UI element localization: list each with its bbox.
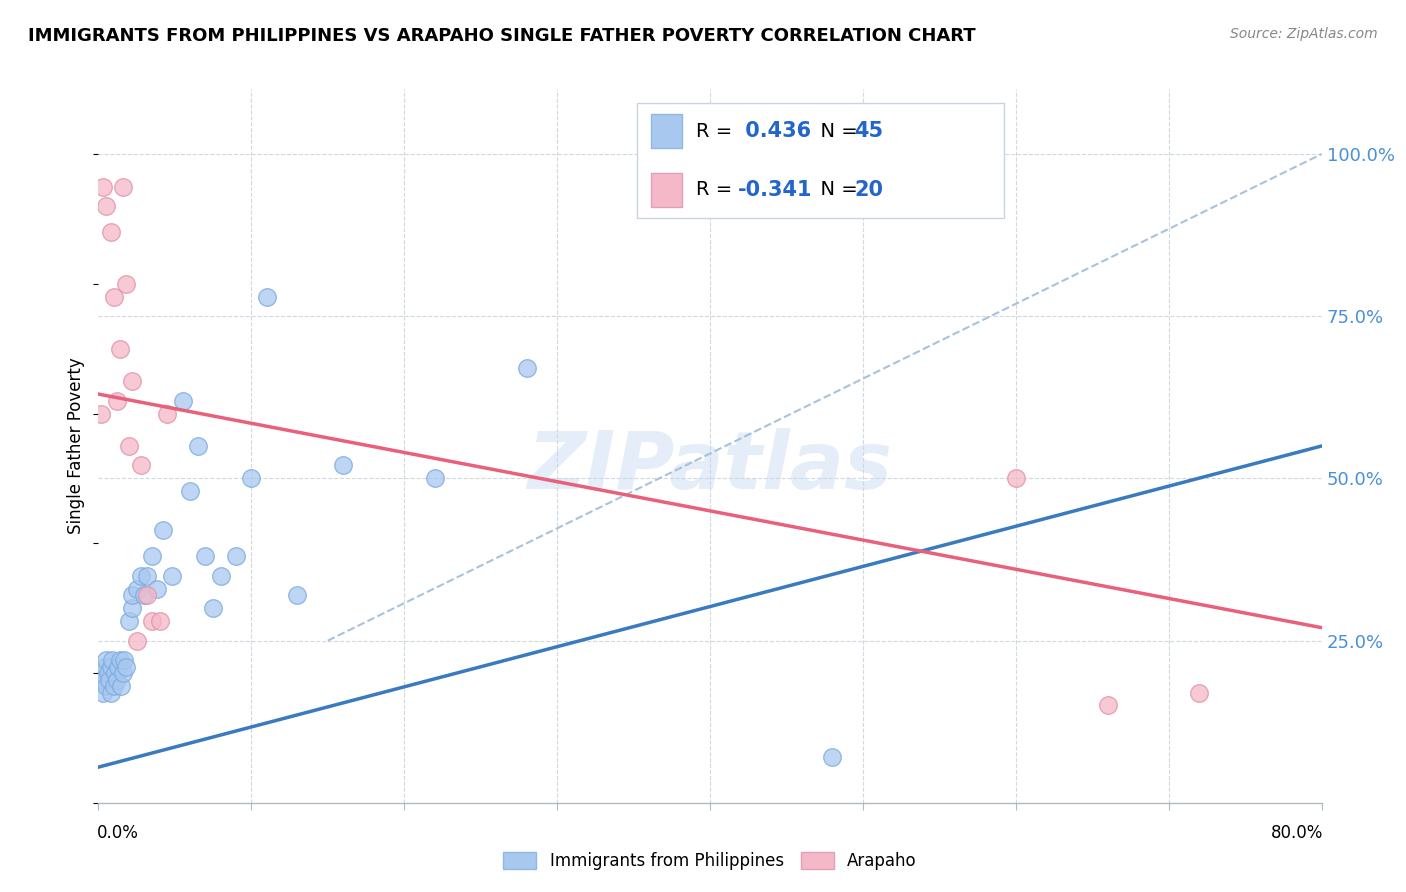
Text: 45: 45 [855,121,884,141]
Text: N =: N = [808,180,865,200]
Point [332,458,354,473]
Point [172,393,194,408]
Point [187,439,209,453]
Point [115,277,138,291]
Point [90,666,112,681]
Point [136,568,159,582]
Point [516,361,538,376]
Point [1004,471,1026,485]
Point [111,666,134,681]
Point [107,659,129,673]
Point [136,588,159,602]
Point [111,179,134,194]
Point [156,407,179,421]
Point [141,614,163,628]
Point [93,659,115,673]
Text: 80.0%: 80.0% [1271,824,1323,842]
Point [118,614,141,628]
Text: 0.0%: 0.0% [97,824,139,842]
Point [101,653,124,667]
Point [100,685,122,699]
Point [90,407,112,421]
Point [423,471,446,485]
Text: R =: R = [696,180,738,200]
Point [108,342,131,356]
Point [152,524,174,538]
Point [129,568,152,582]
Point [112,653,135,667]
Point [98,673,121,687]
Point [125,582,148,596]
Point [105,393,128,408]
Point [821,750,844,764]
Text: N =: N = [808,121,865,141]
Legend: Immigrants from Philippines, Arapaho: Immigrants from Philippines, Arapaho [496,845,924,877]
Point [225,549,247,564]
Point [129,458,152,473]
Point [94,199,117,213]
Point [108,653,131,667]
Point [100,659,122,673]
Point [285,588,308,602]
Point [1188,685,1211,699]
Point [91,179,114,194]
Text: Source: ZipAtlas.com: Source: ZipAtlas.com [1230,27,1378,41]
Point [160,568,183,582]
Point [209,568,232,582]
Point [179,484,201,499]
Point [103,679,125,693]
Point [1097,698,1119,713]
Point [134,588,156,602]
Point [125,633,148,648]
Point [94,679,117,693]
Text: R =: R = [696,121,738,141]
Text: -0.341: -0.341 [738,180,813,200]
Y-axis label: Single Father Poverty: Single Father Poverty [67,358,86,534]
Point [104,666,127,681]
Point [115,659,138,673]
Point [118,439,141,453]
Point [91,685,114,699]
Text: 0.436: 0.436 [738,121,811,141]
Text: 20: 20 [855,180,883,200]
Point [202,601,225,615]
Point [121,588,143,602]
Point [240,471,263,485]
Text: IMMIGRANTS FROM PHILIPPINES VS ARAPAHO SINGLE FATHER POVERTY CORRELATION CHART: IMMIGRANTS FROM PHILIPPINES VS ARAPAHO S… [28,27,976,45]
Text: ZIPatlas: ZIPatlas [527,428,893,507]
Point [141,549,163,564]
Point [145,582,167,596]
Point [97,666,120,681]
Point [121,601,143,615]
Point [256,290,278,304]
Point [105,673,128,687]
Point [94,653,117,667]
Point [194,549,217,564]
Point [103,290,125,304]
Point [91,673,114,687]
Point [121,374,143,388]
Point [110,679,132,693]
Point [149,614,172,628]
Point [100,225,122,239]
